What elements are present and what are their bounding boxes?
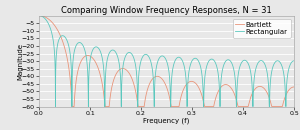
Rectangular [244,60,248,62]
X-axis label: Frequency (f): Frequency (f) [143,117,190,124]
Bartlett [207,106,211,107]
Line: Bartlett: Bartlett [39,16,294,107]
Rectangular [54,106,57,107]
Rectangular [57,38,61,40]
Bartlett [57,32,61,34]
Rectangular [263,63,266,65]
Bartlett [292,86,296,88]
Bartlett [244,106,248,107]
Bartlett [37,15,41,16]
Rectangular [207,60,211,61]
Rectangular [37,15,41,16]
Y-axis label: Magnitude: Magnitude [17,43,23,80]
Bartlett [263,88,266,90]
Bartlett [286,91,289,93]
Rectangular [276,60,280,62]
Line: Rectangular: Rectangular [39,16,294,107]
Rectangular [292,60,296,62]
Legend: Bartlett, Rectangular: Bartlett, Rectangular [232,19,290,38]
Bartlett [70,106,74,107]
Rectangular [286,76,289,77]
Bartlett [276,106,280,107]
Title: Comparing Window Frequency Responses, N = 31: Comparing Window Frequency Responses, N … [61,6,272,15]
